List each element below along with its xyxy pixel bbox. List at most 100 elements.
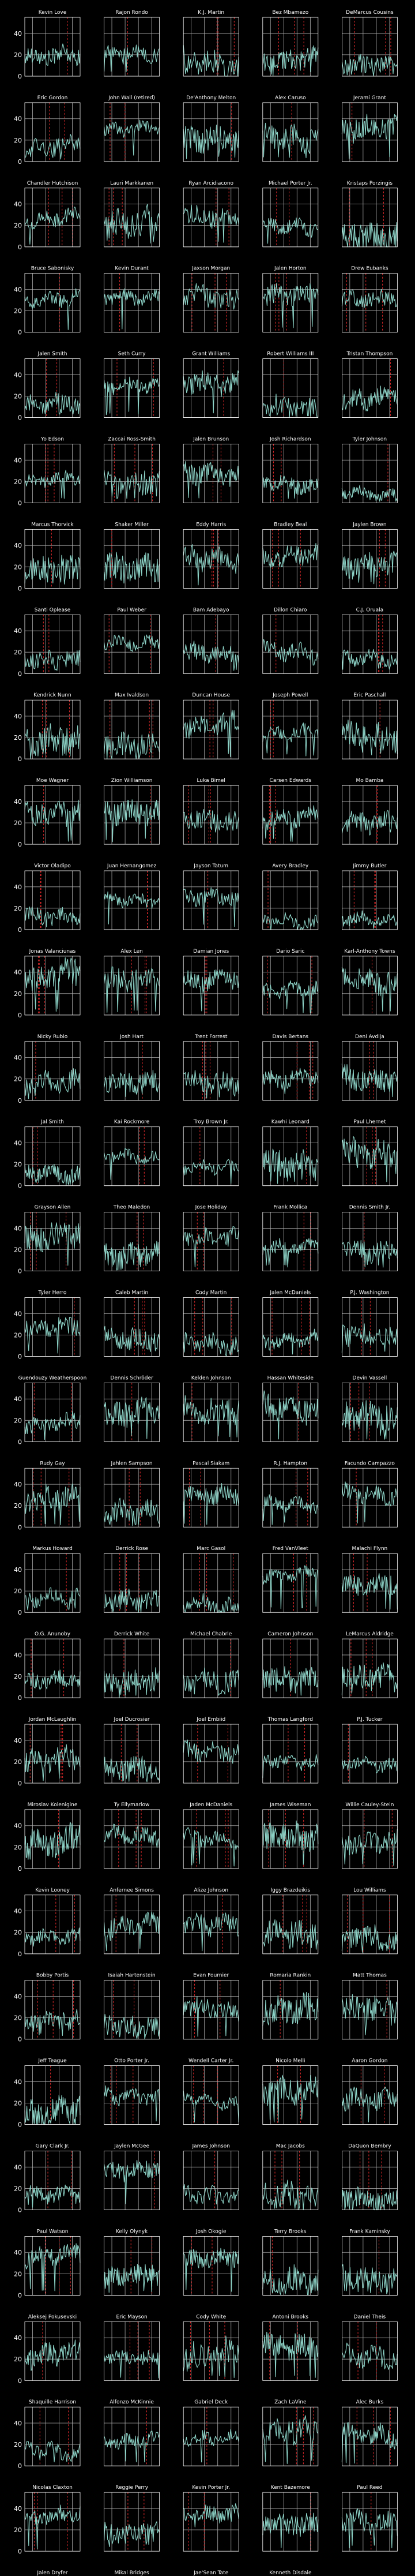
panel-frame — [183, 1467, 239, 1527]
panel-80: P.J. Washington — [341, 1290, 398, 1357]
panel-frame — [24, 870, 81, 930]
panel-frame — [262, 1297, 319, 1357]
y-tick-label: 0 — [18, 329, 22, 336]
series-line — [104, 2160, 160, 2204]
panel-frame — [183, 2151, 239, 2210]
series-line — [341, 2264, 398, 2294]
panel-135: Frank Kaminsky — [341, 2229, 398, 2296]
panel-title: Pascal Siakam — [193, 1461, 229, 1466]
panel-94: Fred VanVleet — [262, 1546, 319, 1613]
y-tick-label: 0 — [18, 926, 22, 934]
panel-52: Juan Hernangomez — [104, 863, 160, 930]
series-line — [24, 1669, 81, 1690]
panel-113: Alize Johnson — [183, 1888, 239, 1955]
series-line — [262, 1328, 319, 1355]
panel-16: Bruce Sabonisky 0 20 40 — [14, 266, 81, 336]
y-tick-label: 0 — [18, 2462, 22, 2470]
series-line — [104, 731, 160, 759]
panel-frame — [104, 870, 160, 930]
panel-91: Markus Howard 0 20 40 — [14, 1546, 81, 1616]
panel-138: Cody White — [183, 2314, 239, 2381]
series-line — [341, 2422, 398, 2464]
panel-frame — [342, 2492, 398, 2552]
panel-12: Lauri Markkanen — [104, 181, 160, 248]
series-line — [262, 122, 319, 159]
panel-title: Devin Vassell — [353, 1375, 387, 1381]
panel-title: Jose Holiday — [195, 1205, 228, 1211]
panel-title: Damian Jones — [193, 949, 229, 954]
panel-50: Mo Bamba — [341, 778, 398, 845]
series-line — [341, 2087, 398, 2122]
panel-title: Davis Bertans — [272, 1034, 308, 1040]
panel-frame — [183, 1638, 239, 1698]
panel-112: Anfernee Simons — [104, 1888, 160, 1955]
panel-frame — [262, 1638, 319, 1698]
series-line — [24, 2339, 81, 2371]
panel-frame — [24, 1126, 81, 1186]
panel-title: Avery Bradley — [272, 863, 309, 869]
panel-146: Nicolas Claxton 0 20 40 — [14, 2485, 81, 2555]
panel-frame — [342, 102, 398, 162]
panel-145: Alec Burks — [341, 2399, 398, 2466]
panel-64: Davis Bertans — [262, 1034, 319, 1101]
series-line — [104, 634, 160, 652]
panel-title: O.G. Anunoby — [35, 1631, 71, 1637]
panel-title: Josh Hart — [119, 1034, 144, 1040]
series-line — [341, 1829, 398, 1866]
panel-frame — [342, 1467, 398, 1527]
panel-title: Seth Curry — [118, 351, 146, 357]
y-tick-label: 40 — [14, 542, 22, 549]
panel-frame — [342, 529, 398, 589]
panel-title: Aleksej Pokusevski — [28, 2314, 77, 2320]
panel-29: Josh Richardson — [262, 437, 319, 503]
y-tick-label: 0 — [18, 1523, 22, 1531]
panel-frame — [342, 1894, 398, 1955]
panel-title: Aaron Gordon — [352, 2058, 387, 2064]
panel-13: Ryan Arcidiacono — [183, 181, 239, 248]
series-line — [104, 966, 160, 1013]
panel-frame — [342, 444, 398, 503]
series-line — [183, 1070, 239, 1099]
series-line — [341, 1481, 398, 1523]
panel-title: Michael Porter Jr. — [269, 181, 312, 186]
y-tick-label: 0 — [18, 2548, 22, 2555]
panel-17: Kevin Durant — [104, 266, 160, 333]
series-line — [262, 2513, 319, 2548]
series-line — [104, 1824, 160, 1848]
panel-36: Santi Oplease 0 20 40 — [14, 607, 81, 677]
panel-frame — [104, 444, 160, 503]
series-line — [183, 370, 239, 414]
panel-77: Caleb Martin — [104, 1290, 160, 1357]
panel-44: Joseph Powell — [262, 692, 319, 759]
panel-137: Eric Mayson — [104, 2314, 160, 2381]
panel-title: John Wall (retired) — [108, 95, 155, 101]
panel-title: Lauri Markkanen — [110, 181, 153, 186]
panel-frame — [183, 188, 239, 248]
panel-frame — [183, 102, 239, 162]
panel-frame — [183, 1809, 239, 1869]
y-tick-label: 40 — [14, 1395, 22, 1403]
panel-frame — [262, 1212, 319, 1272]
y-tick-label: 40 — [14, 115, 22, 123]
y-tick-label: 20 — [14, 1844, 22, 1851]
series-line — [183, 641, 239, 671]
panel-title: Kevin Love — [39, 10, 67, 16]
panel-title: Trent Forrest — [194, 1034, 228, 1040]
series-line — [262, 1666, 319, 1696]
series-line — [24, 207, 81, 245]
panel-title: Kent Bazemore — [271, 2485, 311, 2491]
panel-126: Gary Clark Jr. 0 20 40 — [14, 2144, 81, 2214]
panel-frame — [183, 2406, 239, 2466]
panel-22: Seth Curry — [104, 351, 160, 418]
series-line — [104, 2350, 160, 2379]
panel-130: DaQuon Bembry — [341, 2144, 398, 2211]
panel-70: Paul Lhernet — [341, 1119, 398, 1186]
panel-frame — [342, 188, 398, 248]
series-line — [341, 910, 398, 929]
y-tick-label: 0 — [18, 2207, 22, 2214]
y-tick-label: 40 — [14, 627, 22, 635]
panel-title: Marcus Thorvick — [31, 522, 74, 527]
panel-frame — [342, 956, 398, 1016]
panel-title: Antoni Brooks — [273, 2314, 309, 2320]
panel-71: Grayson Allen 0 20 40 — [14, 1205, 81, 1275]
